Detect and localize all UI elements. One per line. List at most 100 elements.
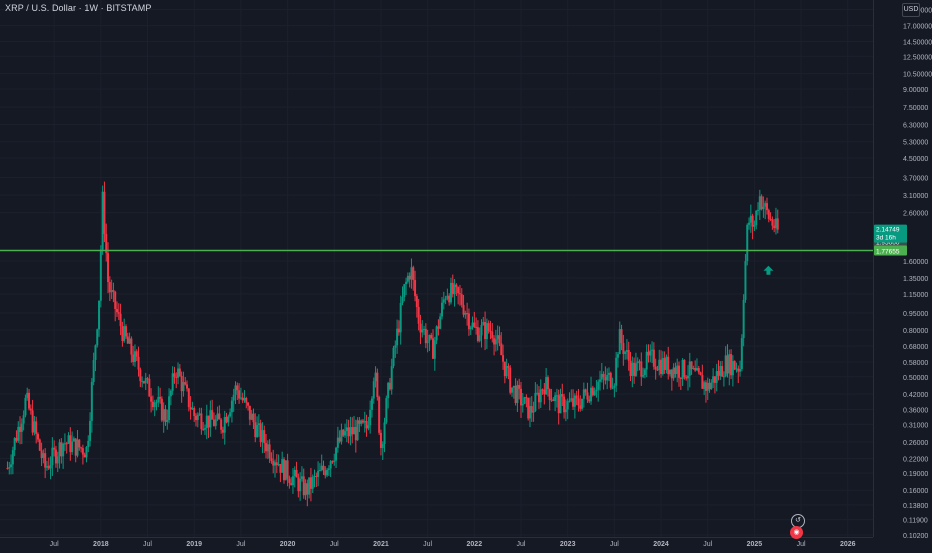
candle-body [53,447,56,450]
candle-body [550,399,553,401]
price-tick-label: 17.00000 [903,24,932,31]
time-tick-label: Jul [236,541,245,548]
candle-body [214,419,217,426]
candle-body [388,382,391,390]
currency-button[interactable]: USD [902,3,920,17]
candle-body [604,377,607,381]
candle-body [458,293,461,295]
candle-body [193,408,196,416]
time-tick-label: 2024 [653,541,669,548]
candle-body [345,427,348,432]
candle-body [349,427,352,437]
candle-body [180,375,183,392]
candle-body [455,284,458,288]
candle-body [548,389,551,401]
candle-body [399,302,402,333]
candle-body [279,464,282,473]
candle-body [744,261,747,300]
time-tick-label: Jul [517,541,526,548]
candle-body [704,382,707,391]
candle-body [65,443,68,445]
price-tick-label: 0.36000 [903,407,928,414]
candle-body [256,425,259,437]
candle-body [627,350,630,361]
candle-body [17,426,20,441]
candle-body [475,326,478,328]
candle-body [245,398,248,403]
candle-body [559,394,562,414]
candle-body [507,366,510,368]
candle-body [171,373,174,391]
candle-body [96,329,99,346]
candle-body [275,462,278,466]
price-tick-label: 0.11900 [903,518,928,525]
candle-body [281,459,284,473]
candle-body [333,460,336,462]
candle-body [232,394,235,401]
candle-body [26,392,29,398]
candle-body [221,429,224,433]
candle-body [117,312,120,314]
candle-body [374,372,377,382]
candle-body [205,415,208,429]
candle-body [196,414,199,421]
current-price-label: 2.14749 [876,227,900,234]
candle-body [322,465,325,471]
price-tick-label: 0.10200 [903,533,928,540]
alert-icon[interactable]: ◉ [790,526,803,539]
candle-body [579,405,582,409]
candle-body [636,361,639,364]
candle-body [586,392,589,400]
price-tick-label: 0.22000 [903,456,928,463]
candle-body [708,382,711,390]
candle-body [108,281,111,293]
candle-body [616,354,619,358]
candle-body [595,389,598,392]
candle-body [748,222,751,225]
candle-body [739,368,742,372]
candle-body [324,470,327,476]
candle-body [44,453,47,468]
candle-body [733,361,736,370]
time-tick-label: 2025 [747,541,763,548]
price-tick-label: 0.68000 [903,344,928,351]
candle-body [706,382,709,391]
candle-body [694,368,697,371]
candle-body [532,410,535,413]
candle-body [554,395,557,402]
candle-body [721,366,724,377]
candle-body [182,382,185,392]
candle-body [38,439,41,451]
symbol-title[interactable]: XRP / U.S. Dollar · 1W · BITSTAMP [5,3,152,13]
candle-body [448,295,451,303]
price-scale[interactable] [873,0,932,537]
candle-body [385,398,388,423]
time-scale[interactable] [0,537,873,551]
candle-body [618,329,621,355]
candle-body [767,210,770,219]
candle-body [406,275,409,282]
candle-body [47,466,50,469]
candle-body [338,437,341,442]
time-tick-label: Jul [610,541,619,548]
candle-body [266,444,269,452]
candle-body [663,358,666,371]
candle-body [552,399,555,402]
candle-body [417,307,420,324]
candle-body [369,409,372,426]
candle-body [523,397,526,404]
candle-body [575,395,578,399]
candle-body [87,440,90,448]
candle-body [570,398,573,401]
candle-body [539,389,542,403]
candle-body [195,415,198,421]
candle-body [577,398,580,406]
candle-body [688,361,691,376]
candle-body [484,321,487,340]
candle-body [35,421,38,434]
time-tick-label: 2020 [280,541,296,548]
candle-body [774,218,777,229]
candle-body [252,413,255,423]
